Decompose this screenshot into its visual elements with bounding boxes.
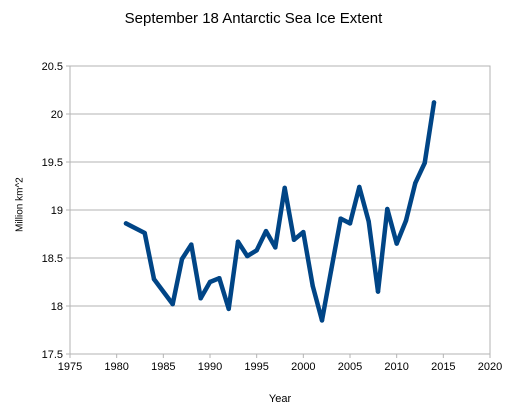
data-point — [189, 242, 194, 247]
data-point — [273, 245, 278, 250]
x-tick-label: 2000 — [291, 361, 315, 373]
data-point — [142, 230, 147, 236]
data-point — [151, 276, 157, 282]
y-tick-label: 17.5 — [42, 349, 63, 361]
data-point — [170, 301, 175, 307]
data-point — [394, 241, 399, 246]
data-point — [235, 239, 241, 244]
data-point — [282, 185, 287, 191]
x-axis-ticks: 1975 1980 1985 1990 1995 2000 2005 2010 2015 2020 — [58, 354, 502, 373]
data-point — [366, 219, 371, 224]
x-axis-label: Year — [268, 393, 292, 405]
data-point — [375, 289, 381, 294]
data-point — [179, 256, 185, 262]
y-tick-label: 20.5 — [42, 61, 63, 73]
data-point — [198, 296, 203, 301]
x-tick-label: 1980 — [104, 361, 128, 373]
data-point — [301, 229, 306, 235]
y-tick-label: 18 — [51, 301, 63, 313]
data-point — [245, 253, 250, 259]
x-tick-label: 2015 — [431, 361, 455, 373]
data-point — [413, 180, 418, 186]
data-point — [123, 221, 129, 226]
data-point — [207, 279, 213, 285]
data-point — [329, 267, 334, 272]
x-tick-label: 1985 — [151, 361, 175, 373]
data-point — [338, 216, 343, 221]
data-point — [319, 318, 325, 323]
y-tick-label: 19.5 — [42, 157, 63, 169]
x-tick-label: 2005 — [338, 361, 362, 373]
data-point — [431, 100, 437, 105]
data-point — [217, 275, 222, 281]
data-point — [347, 221, 353, 226]
y-tick-label: 18.5 — [42, 253, 63, 265]
x-tick-label: 1995 — [244, 361, 268, 373]
data-point — [226, 306, 231, 312]
x-tick-label: 1990 — [198, 361, 222, 373]
data-point — [310, 283, 315, 289]
y-axis-ticks: 17.5 18 18.5 19 19.5 20 20.5 — [42, 61, 70, 361]
data-point — [291, 237, 297, 242]
series-points — [123, 100, 437, 323]
data-point — [254, 248, 259, 253]
x-tick-label: 2020 — [478, 361, 502, 373]
data-point — [403, 218, 409, 223]
chart-title: September 18 Antarctic Sea Ice Extent — [124, 10, 383, 27]
data-point — [422, 160, 427, 166]
x-tick-label: 1975 — [58, 361, 82, 373]
series-line — [123, 100, 437, 323]
data-point — [385, 206, 390, 212]
data-point — [263, 228, 269, 234]
data-point — [357, 184, 362, 190]
y-tick-label: 19 — [51, 205, 63, 217]
y-tick-label: 20 — [51, 109, 63, 121]
x-tick-label: 2010 — [384, 361, 408, 373]
